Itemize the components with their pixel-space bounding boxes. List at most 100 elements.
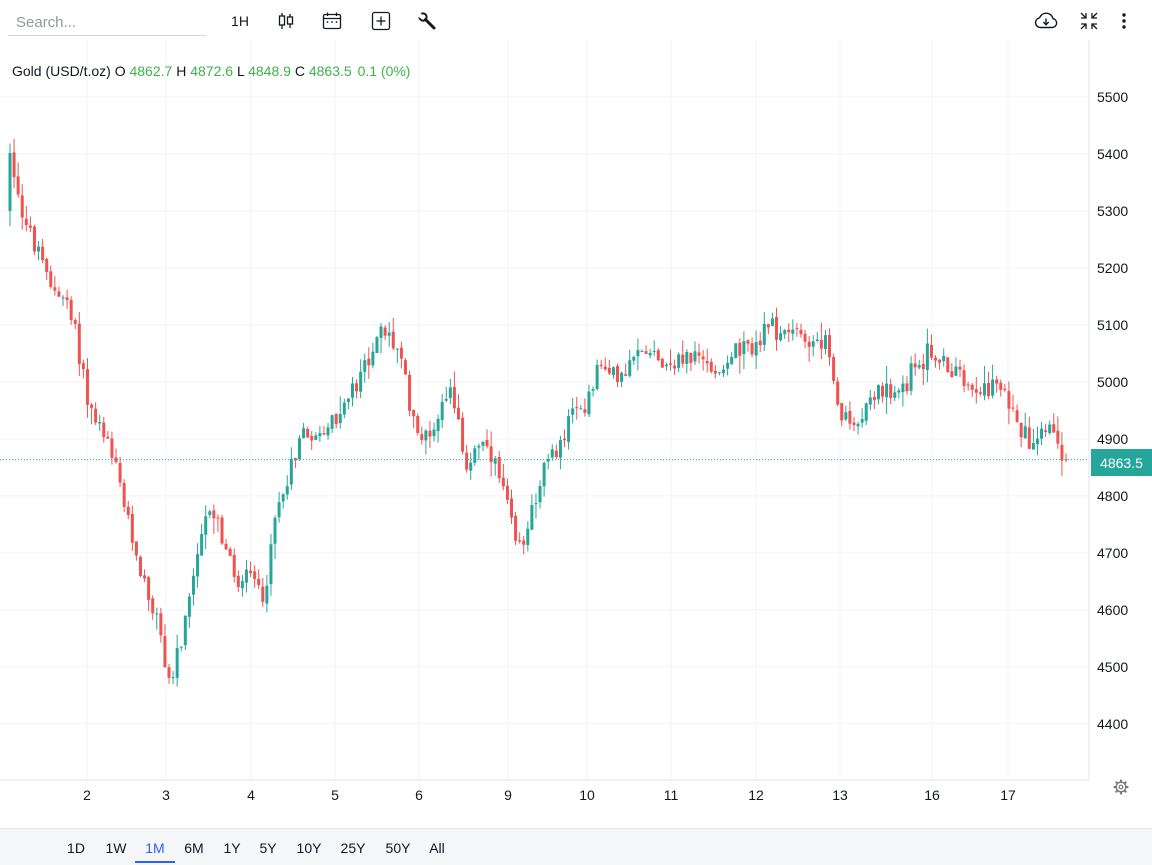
price-tick-label: 4800	[1097, 488, 1128, 504]
candle-body	[579, 408, 583, 410]
candle-body	[823, 335, 827, 350]
candle-body	[338, 414, 342, 424]
candle-body	[832, 356, 836, 381]
range-button-1d[interactable]: 1D	[67, 840, 85, 856]
change-value: 0.1 (0%)	[357, 63, 411, 79]
candle-body	[893, 392, 897, 398]
candle-body	[45, 258, 49, 272]
range-button-10y[interactable]: 10Y	[296, 840, 322, 856]
interval-button[interactable]: 1H	[231, 13, 249, 29]
range-button-50y[interactable]: 50Y	[385, 840, 411, 856]
candle-body	[901, 383, 905, 393]
candle-body	[864, 403, 868, 421]
price-tick-label: 4600	[1097, 602, 1128, 618]
candle-body	[934, 357, 938, 361]
candles-icon[interactable]	[274, 8, 298, 34]
time-tick-label: 17	[1000, 787, 1016, 803]
candle-body	[212, 510, 216, 519]
candle-body	[897, 390, 901, 393]
price-tick-label: 5200	[1097, 260, 1128, 276]
candle-body	[701, 356, 705, 360]
candle-body	[420, 434, 424, 441]
candle-body	[183, 615, 187, 646]
candle-body	[196, 554, 200, 577]
candle-body	[860, 419, 864, 423]
calendar-icon[interactable]	[320, 8, 344, 34]
candle-body	[946, 357, 950, 373]
low-value: 4848.9	[248, 63, 291, 79]
candle-body	[501, 477, 505, 487]
candle-body	[958, 366, 962, 370]
candle-body	[889, 384, 893, 398]
candle-body	[61, 297, 65, 299]
candle-body	[367, 358, 371, 366]
candle-body	[587, 391, 591, 415]
candle-body	[766, 324, 770, 328]
close-label: C	[294, 63, 305, 79]
more-vertical-icon[interactable]	[1114, 8, 1134, 34]
candle-body	[917, 365, 921, 368]
price-tick-label: 5300	[1097, 203, 1128, 219]
search-input[interactable]	[8, 10, 206, 36]
candle-body	[428, 430, 432, 437]
add-indicator-icon[interactable]	[369, 8, 393, 34]
cloud-download-icon[interactable]	[1032, 8, 1060, 34]
candle-body	[567, 416, 571, 442]
candle-body	[179, 646, 183, 648]
candle-body	[465, 452, 469, 470]
fullscreen-icon[interactable]	[1077, 8, 1101, 34]
candle-body	[705, 361, 709, 364]
candle-body	[787, 329, 791, 333]
candle-body	[289, 458, 293, 485]
range-button-6m[interactable]: 6M	[184, 840, 204, 856]
range-button-5y[interactable]: 5Y	[259, 840, 277, 856]
settings-icon[interactable]	[1113, 779, 1129, 795]
candle-body	[171, 677, 175, 679]
candle-body	[726, 362, 730, 369]
high-label: H	[176, 63, 187, 79]
candle-body	[473, 448, 477, 463]
candle-body	[844, 412, 848, 420]
range-button-all[interactable]: All	[429, 840, 445, 856]
range-button-1y[interactable]: 1Y	[223, 840, 241, 856]
candle-body	[408, 374, 412, 411]
wrench-icon[interactable]	[415, 8, 439, 34]
candle-body	[620, 372, 624, 382]
candle-body	[836, 381, 840, 405]
candle-body	[236, 575, 240, 587]
candle-body	[546, 459, 550, 462]
candle-body	[848, 410, 852, 424]
candle-body	[505, 485, 509, 500]
candle-body	[204, 516, 208, 535]
candle-body	[693, 351, 697, 362]
candle-body	[277, 502, 281, 518]
last-price-label: 4863.5	[1091, 449, 1152, 476]
candle-body	[616, 365, 620, 383]
candle-body	[395, 348, 399, 350]
candle-body	[350, 383, 354, 398]
candle-body	[542, 462, 546, 487]
candle-body	[754, 342, 758, 356]
candles	[8, 138, 1068, 687]
candle-body	[709, 361, 713, 372]
range-button-1w[interactable]: 1W	[105, 840, 127, 856]
candle-body	[758, 340, 762, 346]
range-button-1m[interactable]: 1M	[145, 840, 165, 856]
candle-body	[962, 370, 966, 386]
candle-body	[216, 517, 220, 519]
price-axis: 4400 4500 4600 4700 4800 4900 5000 5100 5200 5300…	[1097, 89, 1128, 732]
candle-body	[881, 386, 885, 397]
candle-body	[244, 569, 248, 583]
candle-body	[607, 367, 611, 374]
candle-body	[534, 503, 538, 505]
candle-body	[330, 415, 334, 429]
candle-body	[383, 327, 387, 336]
candle-body	[611, 367, 615, 376]
candle-body	[595, 364, 599, 390]
candle-body	[713, 370, 717, 374]
range-button-25y[interactable]: 25Y	[340, 840, 366, 856]
candle-body	[954, 366, 958, 376]
candle-body	[999, 382, 1003, 390]
candle-body	[208, 511, 212, 515]
